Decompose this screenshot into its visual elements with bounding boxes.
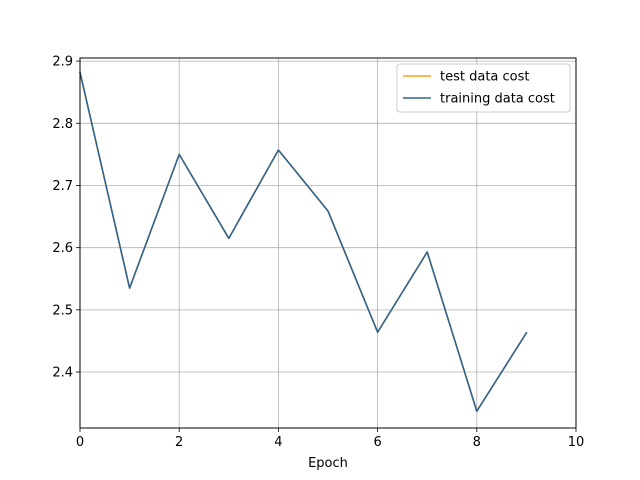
legend-box bbox=[396, 63, 571, 113]
y-tick-label: 2.5 bbox=[52, 303, 73, 318]
series-layer bbox=[79, 71, 528, 413]
legend-entry-label: test data cost bbox=[440, 70, 529, 85]
x-axis-label: Epoch bbox=[308, 456, 348, 471]
grid bbox=[79, 58, 577, 428]
legend: test data cost training data cost bbox=[396, 63, 571, 113]
x-tick-label: 4 bbox=[274, 435, 282, 450]
x-tick-label: 10 bbox=[568, 435, 585, 450]
y-tick-label: 2.4 bbox=[52, 366, 73, 381]
plot-frame bbox=[79, 57, 577, 429]
y-tick-label: 2.8 bbox=[52, 117, 73, 132]
series-line-2 bbox=[79, 71, 528, 413]
ticks: 0 2 4 6 8 10 2.4 2.5 2.6 2.7 2.8 2.9 bbox=[52, 55, 584, 450]
y-tick-label: 2.9 bbox=[52, 55, 73, 70]
x-tick-label: 2 bbox=[175, 435, 183, 450]
y-tick-label: 2.6 bbox=[52, 241, 73, 256]
x-tick-label: 6 bbox=[373, 435, 381, 450]
x-tick-label: 0 bbox=[76, 435, 84, 450]
y-tick-label: 2.7 bbox=[52, 179, 73, 194]
legend-entry-label: training data cost bbox=[440, 92, 555, 107]
x-tick-label: 8 bbox=[473, 435, 481, 450]
